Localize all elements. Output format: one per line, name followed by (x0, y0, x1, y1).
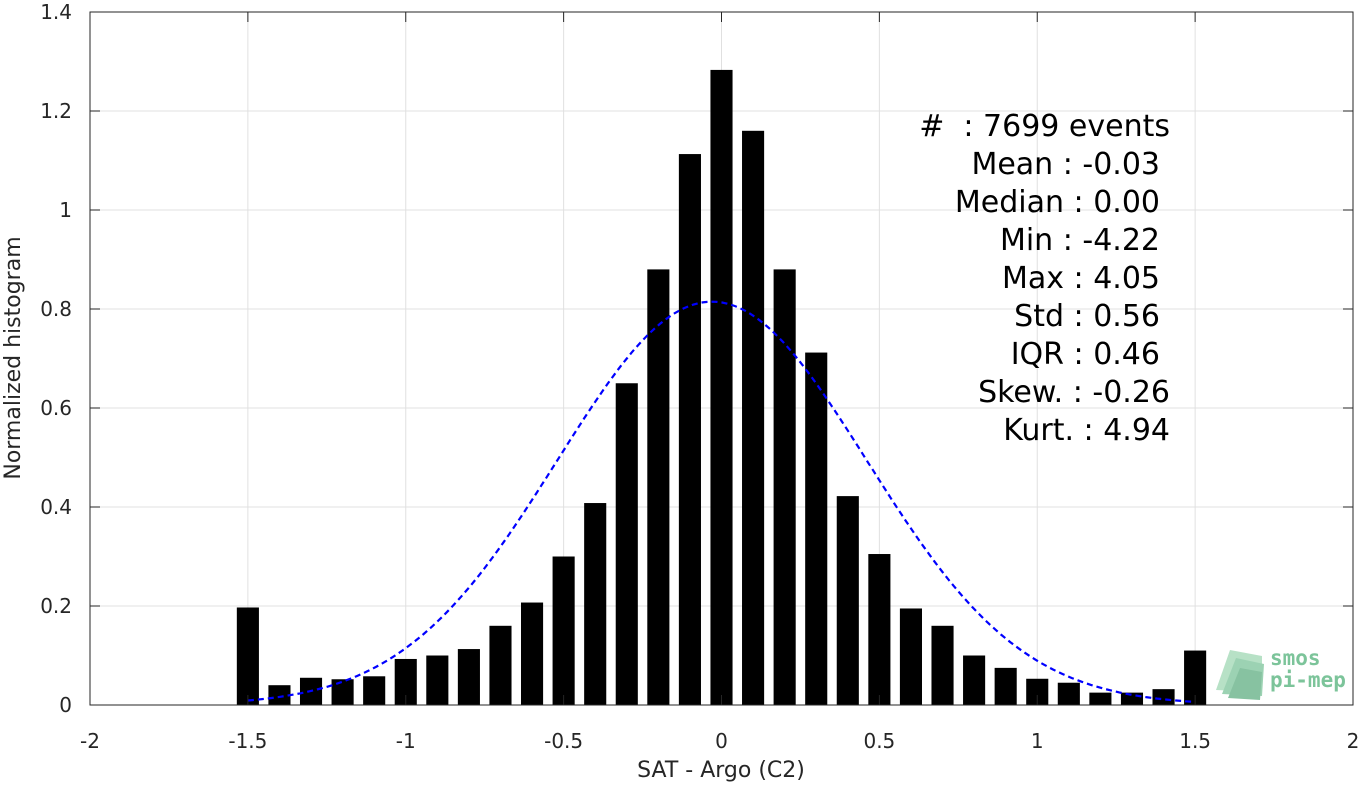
stat-std: Std : 0.56 (1014, 299, 1160, 334)
histogram-bar (931, 625, 954, 705)
y-tick-label: 1 (59, 198, 72, 222)
x-tick-label: 0.5 (863, 729, 895, 753)
axis-ticks (89, 11, 1354, 706)
y-tick-label: 0.4 (40, 495, 72, 519)
stat-max: Max : 4.05 (1002, 261, 1160, 296)
y-tick-label: 1.2 (40, 99, 72, 123)
histogram-bar (363, 676, 386, 705)
smos-pimep-logo: smos pi-mep (1216, 646, 1346, 700)
stat-kurt: Kurt. : 4.94 (1003, 413, 1170, 448)
histogram-bar (1057, 682, 1080, 705)
stats-box: # : 7699 events Mean : -0.03 Median : 0.… (919, 109, 1170, 448)
logo-line1: smos (1270, 646, 1321, 670)
x-tick-label: 0 (715, 729, 728, 753)
y-tick-label: 1.4 (40, 0, 72, 24)
histogram-bar (236, 607, 259, 705)
histogram-bar (457, 649, 480, 705)
y-tick-label: 0.8 (40, 297, 72, 321)
histogram-bar (1120, 692, 1144, 705)
histogram-bar (710, 69, 733, 706)
x-tick-label: 2 (1347, 729, 1360, 753)
histogram-bar (963, 655, 986, 705)
y-tick-label: 0.2 (40, 594, 72, 618)
histogram-bar (615, 383, 638, 705)
histogram-bar (647, 269, 670, 705)
histogram-bar (520, 602, 544, 705)
histogram-bar (552, 556, 575, 705)
histogram-bar (899, 608, 923, 705)
x-axis-label: SAT - Argo (C2) (637, 758, 805, 783)
histogram-bar (1152, 689, 1175, 705)
histogram-bar (268, 685, 291, 705)
stat-skew: Skew. : -0.26 (978, 375, 1170, 410)
x-tick-label: -0.5 (544, 729, 583, 753)
histogram-bar (584, 503, 607, 705)
x-tick-label: -2 (80, 729, 100, 753)
histogram-bar (836, 496, 859, 705)
histogram-bars (236, 69, 1207, 706)
histogram-bar (1089, 692, 1112, 705)
histogram-bar (678, 154, 701, 705)
histogram-bar (394, 658, 417, 705)
histogram-bar (426, 655, 449, 705)
histogram-bar (773, 269, 796, 705)
histogram-bar (805, 352, 828, 705)
histogram-bar (1184, 650, 1207, 705)
histogram-bar (868, 554, 891, 705)
x-tick-label: 1.5 (1179, 729, 1211, 753)
y-tick-labels: 0 0.2 0.4 0.6 0.8 1 1.2 1.4 (40, 0, 72, 717)
x-tick-label: 1 (1031, 729, 1044, 753)
stat-median: Median : 0.00 (955, 185, 1160, 220)
histogram-bar (1026, 678, 1049, 705)
stat-iqr: IQR : 0.46 (1011, 337, 1160, 372)
stat-events: # : 7699 events (919, 109, 1170, 144)
stat-mean: Mean : -0.03 (971, 147, 1160, 182)
histogram-bar (742, 130, 765, 706)
logo-line2: pi-mep (1270, 668, 1346, 692)
gaussian-fit-curve (247, 300, 1196, 703)
y-axis-label: Normalized histogram (1, 236, 26, 479)
histogram-bar (489, 625, 512, 705)
y-tick-label: 0.6 (40, 396, 72, 420)
y-tick-label: 0 (59, 693, 72, 717)
logo-waves-icon (1216, 650, 1264, 700)
stat-min: Min : -4.22 (1000, 223, 1160, 258)
histogram-bar (994, 667, 1017, 705)
x-tick-labels: -2 -1.5 -1 -0.5 0 0.5 1 1.5 2 (80, 729, 1359, 753)
x-tick-label: -1 (396, 729, 416, 753)
histogram-bar (331, 679, 354, 705)
x-tick-label: -1.5 (228, 729, 267, 753)
